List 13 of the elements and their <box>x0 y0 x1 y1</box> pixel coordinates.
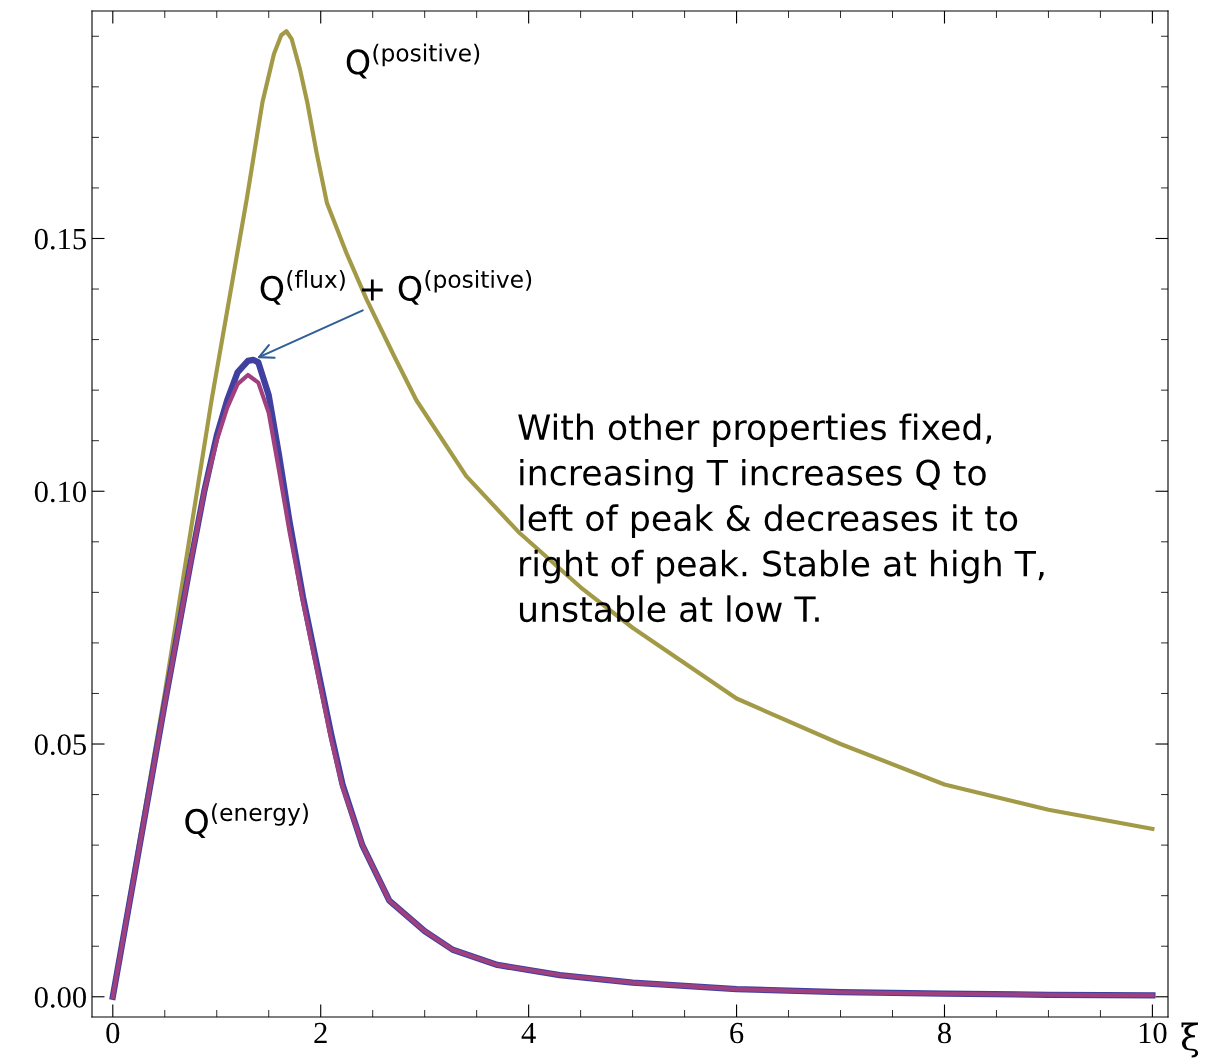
x-tick-label: 10 <box>1139 1022 1167 1044</box>
y-tick-label: 0.10 <box>34 481 86 503</box>
x-tick-label: 6 <box>730 1022 744 1044</box>
x-tick-label: 0 <box>106 1022 120 1044</box>
x-tick-label: 2 <box>314 1022 327 1044</box>
x-axis-title: ξ <box>1181 1022 1199 1058</box>
y-tick-label: 0.00 <box>34 987 86 1008</box>
annotation: Q$^{(energy)}$ <box>185 803 308 838</box>
annotation: Q$^{(positive)}$ <box>346 43 480 79</box>
x-tick-label: 8 <box>938 1022 951 1044</box>
x-tick-label: 4 <box>521 1022 536 1044</box>
y-tick-label: 0.15 <box>34 228 86 250</box>
y-tick-label: 0.05 <box>34 734 86 756</box>
